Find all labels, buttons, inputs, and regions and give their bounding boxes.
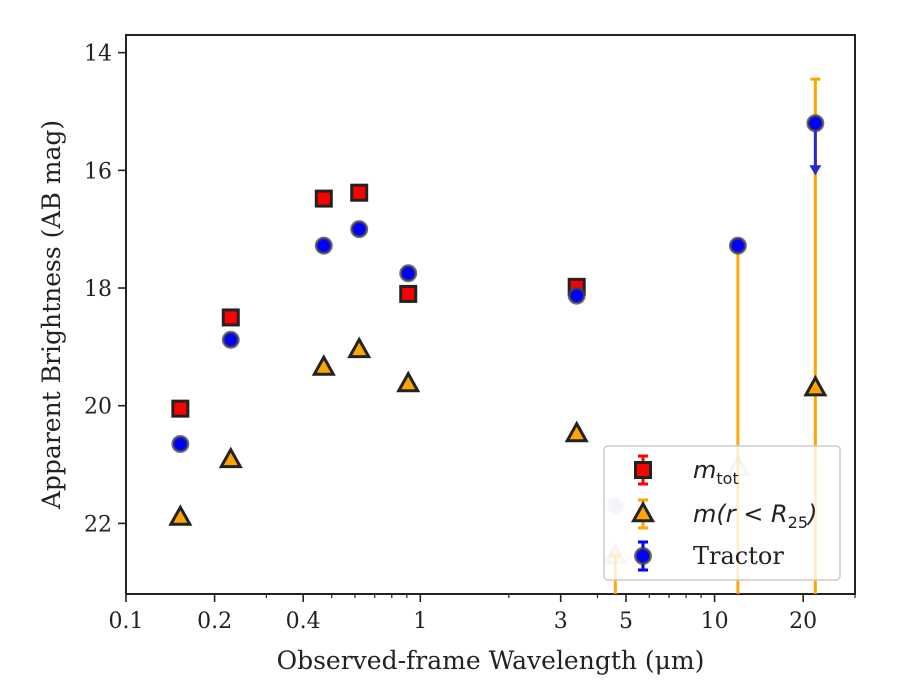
triangle-marker bbox=[347, 336, 372, 359]
y-tick-label: 16 bbox=[84, 159, 112, 184]
circle-marker bbox=[171, 434, 190, 453]
x-tick-label: 0.1 bbox=[109, 609, 144, 634]
legend-label: m(r < R25) bbox=[693, 500, 817, 532]
legend-label: mtot bbox=[693, 456, 739, 488]
y-axis-label: Apparent Brightness (AB mag) bbox=[37, 120, 66, 510]
x-tick-label: 20 bbox=[789, 609, 817, 634]
y-tick-label: 18 bbox=[84, 277, 112, 302]
x-tick-label: 3 bbox=[554, 609, 568, 634]
legend-triangle-marker bbox=[630, 500, 656, 523]
circle-marker bbox=[806, 114, 825, 133]
legend-circle-marker bbox=[634, 547, 652, 565]
triangle-marker bbox=[564, 420, 589, 443]
x-tick-label: 10 bbox=[701, 609, 729, 634]
y-tick-label: 22 bbox=[84, 512, 112, 537]
triangle-marker bbox=[218, 446, 243, 469]
upper-limit-arrow bbox=[809, 165, 822, 176]
x-tick-label: 5 bbox=[619, 609, 633, 634]
legend-square-marker bbox=[634, 461, 652, 479]
y-axis: 14 16 18 20 22 bbox=[84, 42, 126, 537]
y-tick-label: 14 bbox=[84, 42, 112, 67]
x-axis: 0.1 0.2 0.4 1 3 5 10 20 bbox=[109, 594, 856, 634]
x-tick-label: 0.4 bbox=[286, 609, 321, 634]
square-marker bbox=[221, 308, 240, 327]
square-marker bbox=[399, 284, 418, 303]
circle-marker bbox=[221, 330, 240, 349]
circle-marker bbox=[399, 264, 418, 283]
y-tick-label: 20 bbox=[84, 395, 112, 420]
circle-marker bbox=[314, 236, 333, 255]
circle-marker bbox=[728, 236, 747, 255]
triangle-marker bbox=[311, 354, 336, 376]
triangle-marker bbox=[396, 370, 421, 393]
legend: mtot m(r < R25) Tractor bbox=[603, 445, 841, 581]
circle-marker bbox=[350, 220, 369, 239]
x-tick-label: 1 bbox=[413, 609, 427, 634]
square-marker bbox=[350, 183, 369, 202]
triangle-marker bbox=[803, 374, 828, 397]
square-marker bbox=[171, 399, 190, 418]
x-tick-label: 0.2 bbox=[197, 609, 232, 634]
x-axis-label: Observed-frame Wavelength (μm) bbox=[277, 646, 705, 675]
circle-marker bbox=[567, 286, 586, 305]
legend-label: Tractor bbox=[693, 542, 784, 570]
triangle-marker bbox=[168, 504, 193, 526]
legend-box bbox=[603, 445, 841, 581]
square-marker bbox=[314, 189, 333, 208]
